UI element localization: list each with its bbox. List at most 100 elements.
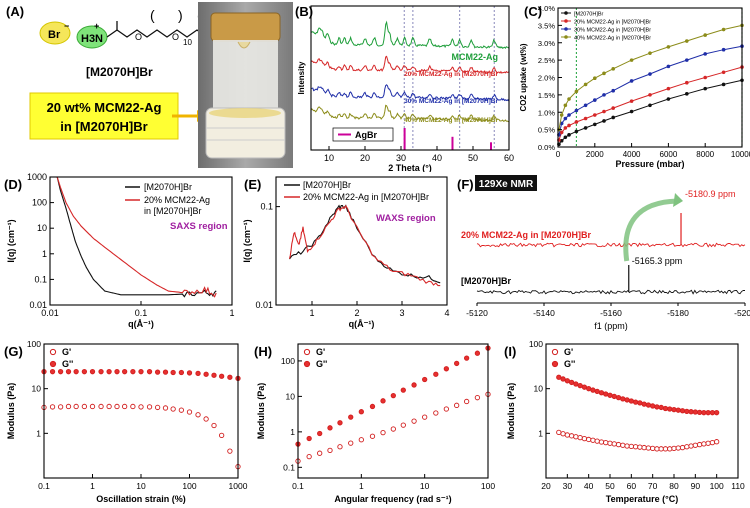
loss-modulus-point: [654, 404, 660, 410]
y-tick-label: 1000: [27, 173, 47, 182]
x-tick-label: -5120: [466, 308, 488, 318]
x-tick-label: 20: [541, 481, 551, 491]
y-tick-label: 0.1: [34, 274, 47, 284]
y-tick-label: 10: [286, 391, 296, 401]
loss-modulus-point: [218, 373, 225, 379]
legend-label: G'': [316, 359, 327, 369]
plot-frame: [545, 343, 739, 479]
saxs-series-line: [56, 176, 217, 298]
callout-line-2: in [M2070H]Br: [60, 119, 147, 134]
storage-modulus-point: [106, 403, 112, 410]
x-tick-label: 60: [504, 153, 514, 163]
legend-label: [M2070H]Br: [303, 180, 351, 190]
callout-line-1: 20 wt% MCM22-Ag: [47, 100, 162, 115]
storage-modulus-point: [114, 403, 120, 410]
loss-modulus-point: [186, 370, 193, 376]
storage-modulus-point: [130, 403, 136, 410]
storage-modulus-point: [57, 404, 64, 410]
y-tick-label: 2.5%: [538, 56, 555, 65]
x-tick-label: 6000: [660, 150, 678, 159]
loss-modulus-point: [358, 409, 364, 415]
x-tick-label: 8000: [696, 150, 714, 159]
legend-marker: [303, 360, 311, 368]
loss-modulus-point: [106, 369, 112, 375]
storage-modulus-point: [679, 444, 686, 451]
panel-h: (H) G' G'' 0.1 1 10 100 0.1 1 10 100 Angular freque…: [250, 338, 500, 508]
storage-modulus-point: [306, 453, 312, 460]
uptake-point: [721, 27, 726, 32]
storage-modulus-point: [186, 409, 193, 415]
uptake-point: [648, 93, 652, 97]
panel-a-letter: (A): [6, 4, 24, 19]
loss-modulus-point: [675, 407, 681, 413]
x-tick-label: -5160: [600, 308, 622, 318]
loss-modulus-point: [443, 366, 450, 372]
x-tick-label: 40: [432, 153, 442, 163]
loss-modulus-point: [581, 384, 588, 390]
uptake-point: [666, 64, 671, 69]
loss-modulus-point: [564, 378, 570, 384]
uptake-point: [611, 67, 615, 71]
storage-modulus-point: [714, 439, 720, 445]
legend-marker: [564, 35, 568, 39]
loss-modulus-point: [615, 394, 622, 401]
storage-modulus-point: [624, 443, 630, 449]
storage-modulus-point: [568, 433, 575, 439]
storage-modulus-point: [632, 444, 639, 450]
nmr-spectrum-line: [476, 289, 746, 295]
loss-modulus-point: [433, 371, 439, 377]
x-tick-label: 100: [481, 481, 495, 491]
legend-label: G': [564, 347, 573, 357]
uptake-point: [583, 116, 588, 121]
legend-marker: [564, 27, 568, 31]
uptake-point: [703, 52, 707, 56]
loss-modulus-point: [607, 392, 613, 398]
loss-modulus-point: [227, 374, 233, 380]
uptake-point: [602, 109, 606, 114]
uptake-point: [611, 106, 615, 110]
loss-modulus-point: [474, 350, 481, 356]
loss-modulus-point: [73, 369, 79, 375]
y-tick-label: 10: [37, 223, 47, 233]
storage-modulus-point: [400, 422, 406, 428]
loss-modulus-point: [577, 382, 583, 389]
x-tick-label: 0.01: [41, 308, 59, 318]
loss-modulus-point: [662, 405, 669, 412]
legend-marker: [49, 348, 57, 356]
uptake-point: [559, 113, 564, 117]
storage-modulus-point: [369, 433, 376, 439]
loss-modulus-point: [688, 409, 694, 415]
storage-modulus-point: [594, 438, 600, 444]
loss-modulus-point: [709, 410, 716, 416]
y-axis-label: Modulus (Pa): [506, 383, 516, 440]
y-tick-label: 10: [32, 384, 42, 394]
y-axis-label: CO2 uptake (wt%): [519, 43, 528, 111]
series-label: 20% MCM22-Ag in [M2070H]Br: [404, 71, 498, 78]
legend-label: AgBr: [355, 130, 377, 140]
storage-modulus-point: [146, 404, 153, 410]
legend-marker: [303, 348, 311, 356]
bracket-close-1: ): [178, 7, 183, 23]
storage-modulus-point: [620, 442, 626, 448]
panel-letter: (I): [504, 344, 516, 359]
storage-modulus-point: [662, 446, 669, 452]
loss-modulus-point: [611, 393, 617, 400]
loss-modulus-point: [641, 401, 647, 407]
y-tick-label: 0.01: [255, 300, 273, 310]
y-tick-label: 100: [529, 339, 543, 349]
nmr-label: 129Xe NMR: [479, 179, 534, 190]
legend-label: 20% MCM22-Ag in [M2070H]Br: [303, 192, 429, 202]
loss-modulus-point: [594, 388, 600, 395]
panel-c-chart: (C) [M2070H]Br 20% MCM22-Ag in [M2070H]Br 3…: [519, 4, 750, 169]
storage-modulus-point: [81, 403, 88, 410]
panel-i-chart: (I) G'G''20 30 40 50 60 70 80 90 100 110110100Temp…: [504, 339, 745, 504]
panel-letter: (C): [524, 4, 542, 19]
storage-modulus-point: [138, 404, 144, 410]
storage-modulus-point: [654, 446, 660, 452]
loss-modulus-point: [138, 369, 144, 375]
x-tick-label: 0: [556, 150, 561, 159]
storage-modulus-point: [671, 445, 677, 452]
uptake-point: [574, 89, 579, 94]
uptake-series-line: [558, 24, 743, 130]
uptake-point: [574, 108, 579, 113]
